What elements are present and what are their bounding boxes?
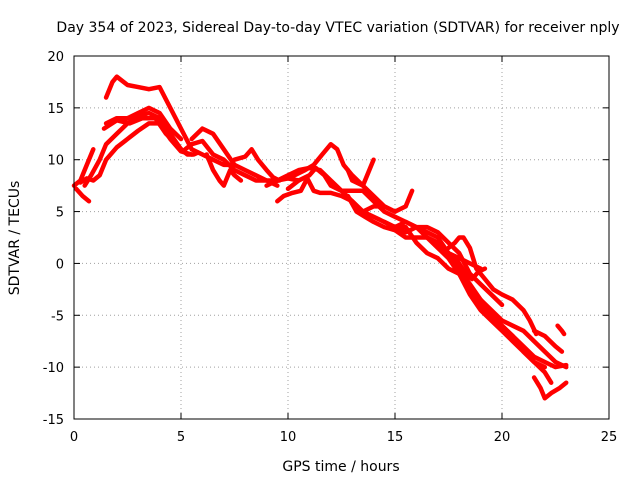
- y-tick-label: 20: [47, 50, 64, 65]
- y-tick-label: 5: [56, 206, 64, 221]
- series-line-sat-y: [555, 323, 567, 337]
- series-line-sat-k: [232, 147, 282, 183]
- series-line-sat-g: [103, 74, 237, 168]
- series-line-sat-j: [204, 152, 244, 188]
- series-line-sat-i: [183, 138, 280, 188]
- grid-lines: [74, 56, 609, 419]
- y-tick-label: 0: [56, 257, 64, 272]
- axis-ticks: 0 5 10 15 20 25 -15 -10 -5 0 5 10 15 20: [43, 50, 618, 445]
- series-line-sat-p: [345, 157, 376, 188]
- x-tick-label: 5: [177, 430, 185, 445]
- series-line-sat-m: [270, 141, 415, 214]
- y-tick-label: -15: [43, 413, 64, 428]
- x-tick-label: 15: [387, 430, 404, 445]
- series-line-sat-f: [101, 115, 186, 154]
- plot-frame: [73, 55, 610, 420]
- y-tick-label: -10: [43, 361, 64, 376]
- series-line-sat-a: [71, 147, 96, 188]
- series-line-sat-b: [73, 186, 92, 204]
- y-axis-label: SDTVAR / TECUs: [7, 181, 23, 296]
- series-line-sat-o: [275, 176, 569, 370]
- data-series: [71, 74, 569, 401]
- x-axis-label: GPS time / hours: [282, 459, 399, 475]
- series-line-sat-x: [531, 375, 569, 401]
- x-tick-label: 10: [280, 430, 297, 445]
- y-tick-label: 10: [47, 154, 64, 169]
- x-tick-label: 25: [601, 430, 618, 445]
- series-line-sat-r: [382, 219, 505, 308]
- series-line-sat-s: [392, 219, 548, 370]
- series-line-sat-e: [103, 105, 184, 142]
- series-line-sat-w: [531, 328, 565, 354]
- x-tick-label: 20: [494, 430, 511, 445]
- y-tick-label: -5: [51, 309, 64, 324]
- y-tick-label: 15: [47, 102, 64, 117]
- series-line-sat-u: [446, 235, 539, 337]
- series-line-sat-v: [478, 297, 569, 370]
- series-line-sat-q: [345, 193, 554, 385]
- x-tick-label: 0: [70, 430, 78, 445]
- chart-title: Day 354 of 2023, Sidereal Day-to-day VTE…: [56, 20, 619, 36]
